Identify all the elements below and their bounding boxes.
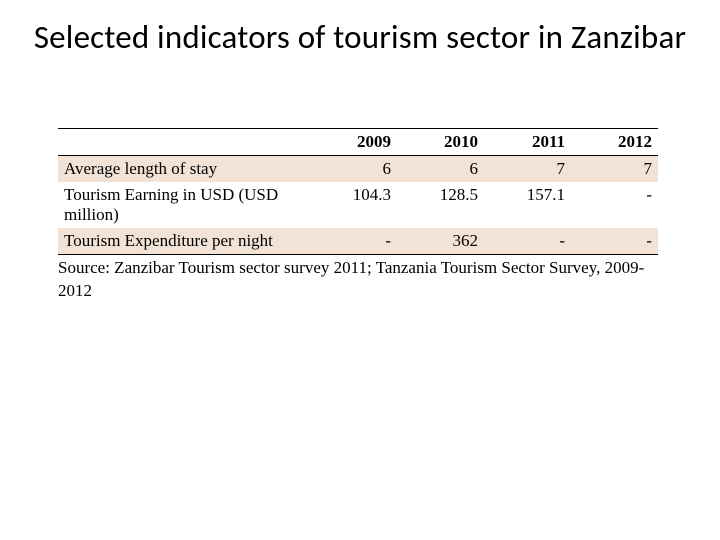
- cell-value: 157.1: [484, 182, 571, 228]
- indicators-table: 2009 2010 2011 2012 Average length of st…: [58, 128, 658, 255]
- row-label: Average length of stay: [58, 155, 310, 182]
- table-row: Tourism Earning in USD (USD million) 104…: [58, 182, 658, 228]
- page-title: Selected indicators of tourism sector in…: [22, 18, 698, 58]
- col-header-2011: 2011: [484, 128, 571, 155]
- col-header-2012: 2012: [571, 128, 658, 155]
- cell-value: 7: [571, 155, 658, 182]
- table-header-row: 2009 2010 2011 2012: [58, 128, 658, 155]
- cell-value: -: [571, 182, 658, 228]
- row-label: Tourism Earning in USD (USD million): [58, 182, 310, 228]
- cell-value: 104.3: [310, 182, 397, 228]
- cell-value: -: [310, 228, 397, 255]
- slide: Selected indicators of tourism sector in…: [0, 0, 720, 540]
- row-label: Tourism Expenditure per night: [58, 228, 310, 255]
- table-row: Tourism Expenditure per night - 362 - -: [58, 228, 658, 255]
- cell-value: 128.5: [397, 182, 484, 228]
- table-container: 2009 2010 2011 2012 Average length of st…: [22, 128, 698, 303]
- cell-value: 6: [397, 155, 484, 182]
- table-row: Average length of stay 6 6 7 7: [58, 155, 658, 182]
- col-header-2010: 2010: [397, 128, 484, 155]
- source-text: Source: Zanzibar Tourism sector survey 2…: [58, 257, 658, 303]
- cell-value: -: [571, 228, 658, 255]
- col-header-blank: [58, 128, 310, 155]
- col-header-2009: 2009: [310, 128, 397, 155]
- cell-value: 7: [484, 155, 571, 182]
- cell-value: 362: [397, 228, 484, 255]
- cell-value: -: [484, 228, 571, 255]
- cell-value: 6: [310, 155, 397, 182]
